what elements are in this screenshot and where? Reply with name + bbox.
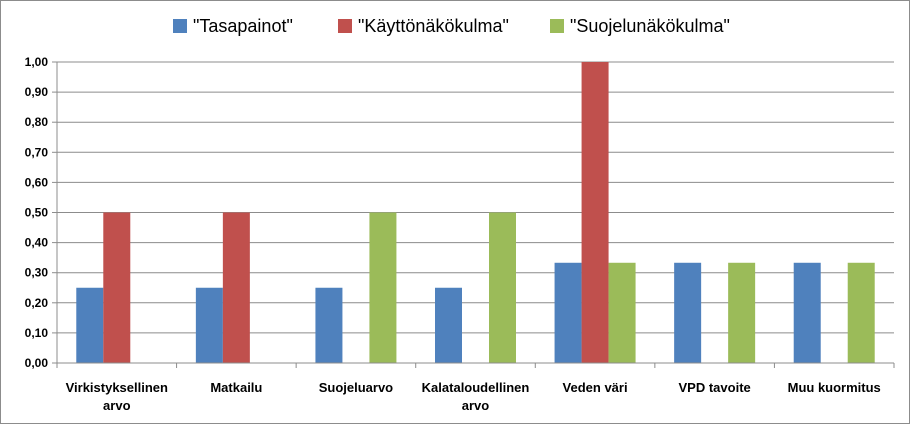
bar-1-3: [315, 287, 343, 363]
bar-1-4: [435, 287, 462, 363]
y-tick-label: 0,90: [25, 85, 49, 99]
y-tick-label: 0,40: [25, 236, 49, 250]
y-tick-label: 0,60: [25, 175, 49, 189]
x-tick-label: arvo: [103, 398, 131, 413]
bar-1-5: [554, 262, 582, 363]
x-tick-label: VPD tavoite: [679, 380, 751, 395]
grid: [57, 61, 894, 334]
bar-2-5: [581, 62, 609, 363]
axes: [52, 61, 895, 368]
bar-1-6: [674, 262, 702, 363]
y-tick-label: 0,00: [25, 356, 49, 370]
legend-swatch-1: [173, 19, 187, 33]
y-tick-label: 0,10: [25, 326, 49, 340]
bar-3-4: [489, 212, 516, 363]
bar-3-7: [847, 262, 875, 363]
y-tick-label: 0,50: [25, 206, 49, 220]
y-tick-label: 0,20: [25, 296, 49, 310]
bar-3-6: [728, 262, 756, 363]
y-tick-label: 0,80: [25, 115, 49, 129]
bar-2-1: [103, 212, 131, 363]
y-tick-label: 0,30: [25, 266, 49, 280]
x-tick-label: Suojeluarvo: [319, 380, 393, 395]
x-tick-label: Virkistyksellinen: [66, 380, 168, 395]
y-tick-label: 1,00: [25, 55, 49, 69]
bars: [76, 62, 875, 363]
x-tick-label: Kalataloudellinen: [422, 380, 530, 395]
bar-3-3: [369, 212, 397, 363]
legend-swatch-3: [550, 19, 564, 33]
bar-3-5: [608, 262, 636, 363]
x-tick-label: Matkailu: [210, 380, 262, 395]
legend-label-2: "Käyttönäkökulma": [358, 16, 509, 36]
x-tick-label: Veden väri: [563, 380, 628, 395]
bar-2-2: [222, 212, 250, 363]
bar-1-7: [793, 262, 821, 363]
legend: "Tasapainot" "Käyttönäkökulma" "Suojelunäk…: [173, 16, 730, 36]
bar-1-1: [76, 287, 104, 363]
x-axis-ticks: Virkistyksellinen arvo Matkailu Suojeluarvo…: [66, 380, 881, 413]
legend-label-3: "Suojelunäkökulma": [570, 16, 730, 36]
bar-1-2: [195, 287, 223, 363]
y-axis-ticks: 0,00 0,10 0,20 0,30 0,40 0,50 0,60 0,70 0,80 0,90…: [25, 55, 49, 370]
x-tick-label: arvo: [462, 398, 490, 413]
y-tick-label: 0,70: [25, 145, 49, 159]
x-tick-label: Muu kuormitus: [788, 380, 881, 395]
legend-swatch-2: [338, 19, 352, 33]
legend-label-1: "Tasapainot": [193, 16, 293, 36]
